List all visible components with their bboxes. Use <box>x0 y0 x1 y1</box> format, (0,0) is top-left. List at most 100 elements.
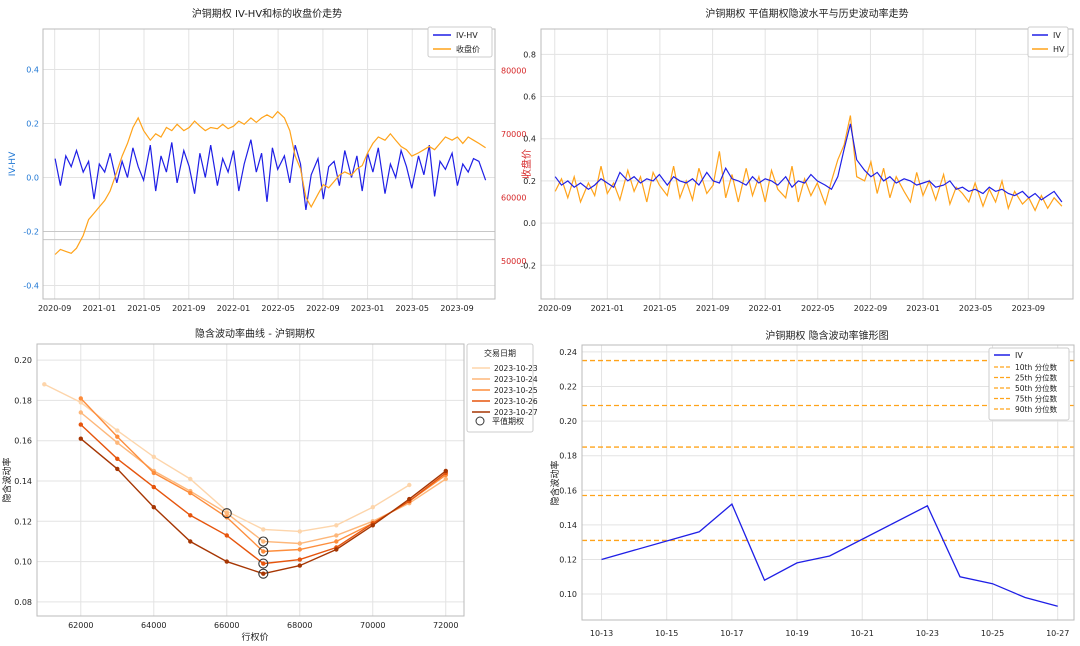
panel3-xlabel: 行权价 <box>241 631 268 643</box>
smile-point <box>42 382 47 387</box>
legend-label-date: 2023-10-27 <box>494 408 538 417</box>
y-tick-label: -0.2 <box>520 261 536 270</box>
smile-point <box>151 454 156 459</box>
x-tick-label: 2023-05 <box>959 304 992 313</box>
series-line-close <box>54 110 486 255</box>
y-tick-label: 0.16 <box>14 437 32 446</box>
x-tick-label: 70000 <box>360 621 385 630</box>
legend-label-percentile: 90th 分位数 <box>1015 404 1058 414</box>
y-tick-label: 0.12 <box>559 555 577 564</box>
y-tick-label-left: -0.4 <box>23 282 39 291</box>
smile-point <box>334 533 339 538</box>
y-tick-label-left: -0.2 <box>23 228 39 237</box>
atm-marker <box>221 508 232 519</box>
legend-label-iv-hv: IV-HV <box>456 31 478 40</box>
atm-marker <box>258 568 269 579</box>
legend-label-hv: HV <box>1053 45 1065 54</box>
x-tick-label: 2021-01 <box>83 304 116 313</box>
x-tick-label: 2021-09 <box>172 304 205 313</box>
smile-point <box>370 505 375 510</box>
y-tick-label: 0.16 <box>559 486 577 495</box>
smile-point <box>115 440 120 445</box>
atm-marker <box>258 536 269 547</box>
legend-label-percentile: 50th 分位数 <box>1015 383 1058 393</box>
series-line-iv-hv <box>54 139 487 210</box>
y-tick-label: 0.22 <box>559 383 577 392</box>
panel4-ylabel: 隐含波动率 <box>549 460 561 505</box>
smile-point <box>407 496 412 502</box>
x-tick-label: 10-19 <box>785 629 808 638</box>
y-tick-label: 0.20 <box>14 356 32 365</box>
smile-point <box>188 490 193 496</box>
y-tick-label: 0.18 <box>559 452 577 461</box>
y-tick-label-right: 70000 <box>501 130 526 139</box>
smile-point <box>370 523 375 528</box>
x-tick-label: 2023-01 <box>351 304 384 313</box>
x-tick-label: 66000 <box>214 621 239 630</box>
x-tick-label: 2020-09 <box>38 304 71 313</box>
smile-point <box>115 456 120 461</box>
x-tick-label: 2022-05 <box>801 304 834 313</box>
y-tick-label: 0.24 <box>559 348 577 357</box>
y-tick-label: 0.0 <box>523 219 536 228</box>
legend-label-close: 收盘价 <box>456 44 480 54</box>
x-tick-label: 2023-05 <box>396 304 429 313</box>
legend-label-iv-cone: IV <box>1015 351 1023 360</box>
legend-marker-atm <box>475 416 485 426</box>
smile-point <box>224 559 229 564</box>
panel1-frame <box>42 28 496 300</box>
x-tick-label: 2021-05 <box>127 304 160 313</box>
y-tick-label: 0.4 <box>523 135 536 144</box>
legend-label-date: 2023-10-25 <box>494 386 538 395</box>
panel4-title: 沪铜期权 隐含波动率锥形图 <box>765 329 888 342</box>
y-tick-label: 0.14 <box>14 477 32 486</box>
smile-point <box>407 482 412 488</box>
y-tick-label-left: 0.2 <box>26 120 39 129</box>
legend-label-date: 2023-10-24 <box>494 375 538 384</box>
smile-point <box>151 505 156 510</box>
panel1-title: 沪铜期权 IV-HV和标的收盘价走势 <box>192 7 342 20</box>
y-tick-label: 0.20 <box>559 417 577 426</box>
smile-point <box>188 539 193 544</box>
x-tick-label: 2022-01 <box>748 304 781 313</box>
x-tick-label: 10-21 <box>851 629 874 638</box>
x-tick-label: 2022-05 <box>261 304 294 313</box>
smile-point <box>224 533 229 538</box>
smile-point <box>78 410 84 415</box>
x-tick-label: 64000 <box>141 621 166 630</box>
x-tick-label: 2022-09 <box>306 304 339 313</box>
smile-point <box>78 396 84 401</box>
y-tick-label: 0.12 <box>14 517 32 526</box>
smile-point <box>261 539 266 544</box>
panel4-frame <box>581 344 1075 621</box>
x-tick-label: 2021-09 <box>696 304 729 313</box>
smile-point <box>224 511 229 516</box>
panel1-right-ylabel: 收盘价 <box>520 149 533 179</box>
smile-point <box>297 529 302 534</box>
x-tick-label: 72000 <box>433 621 458 630</box>
smile-line-2023-10-24 <box>80 411 447 545</box>
smile-point <box>78 400 84 405</box>
legend-label-date: 2023-10-23 <box>494 364 538 373</box>
x-tick-label: 10-13 <box>590 629 613 638</box>
legend-label-iv: IV <box>1053 31 1061 40</box>
x-tick-label: 2023-01 <box>906 304 939 313</box>
iv-cone-line <box>601 503 1058 607</box>
smile-point <box>297 547 302 552</box>
panel-iv-smile: 隐含波动率曲线 - 沪铜期权 0.08 0.10 0.12 0.14 0.16 0.18 0… <box>1 327 538 643</box>
legend-title-trade-date: 交易日期 <box>484 348 516 358</box>
panel1-legend: IV-HV 收盘价 <box>427 26 493 58</box>
smile-point <box>297 541 302 546</box>
x-tick-label: 2023-09 <box>440 304 473 313</box>
legend-label-atm: 平值期权 <box>492 416 524 426</box>
legend-label-percentile: 25th 分位数 <box>1015 373 1058 383</box>
smile-point <box>78 422 84 427</box>
y-tick-label: 0.18 <box>14 396 32 405</box>
smile-point <box>115 466 120 472</box>
x-tick-label: 62000 <box>68 621 93 630</box>
y-tick-label: 0.8 <box>523 50 536 59</box>
smile-point <box>188 513 193 518</box>
smile-point <box>297 557 302 562</box>
